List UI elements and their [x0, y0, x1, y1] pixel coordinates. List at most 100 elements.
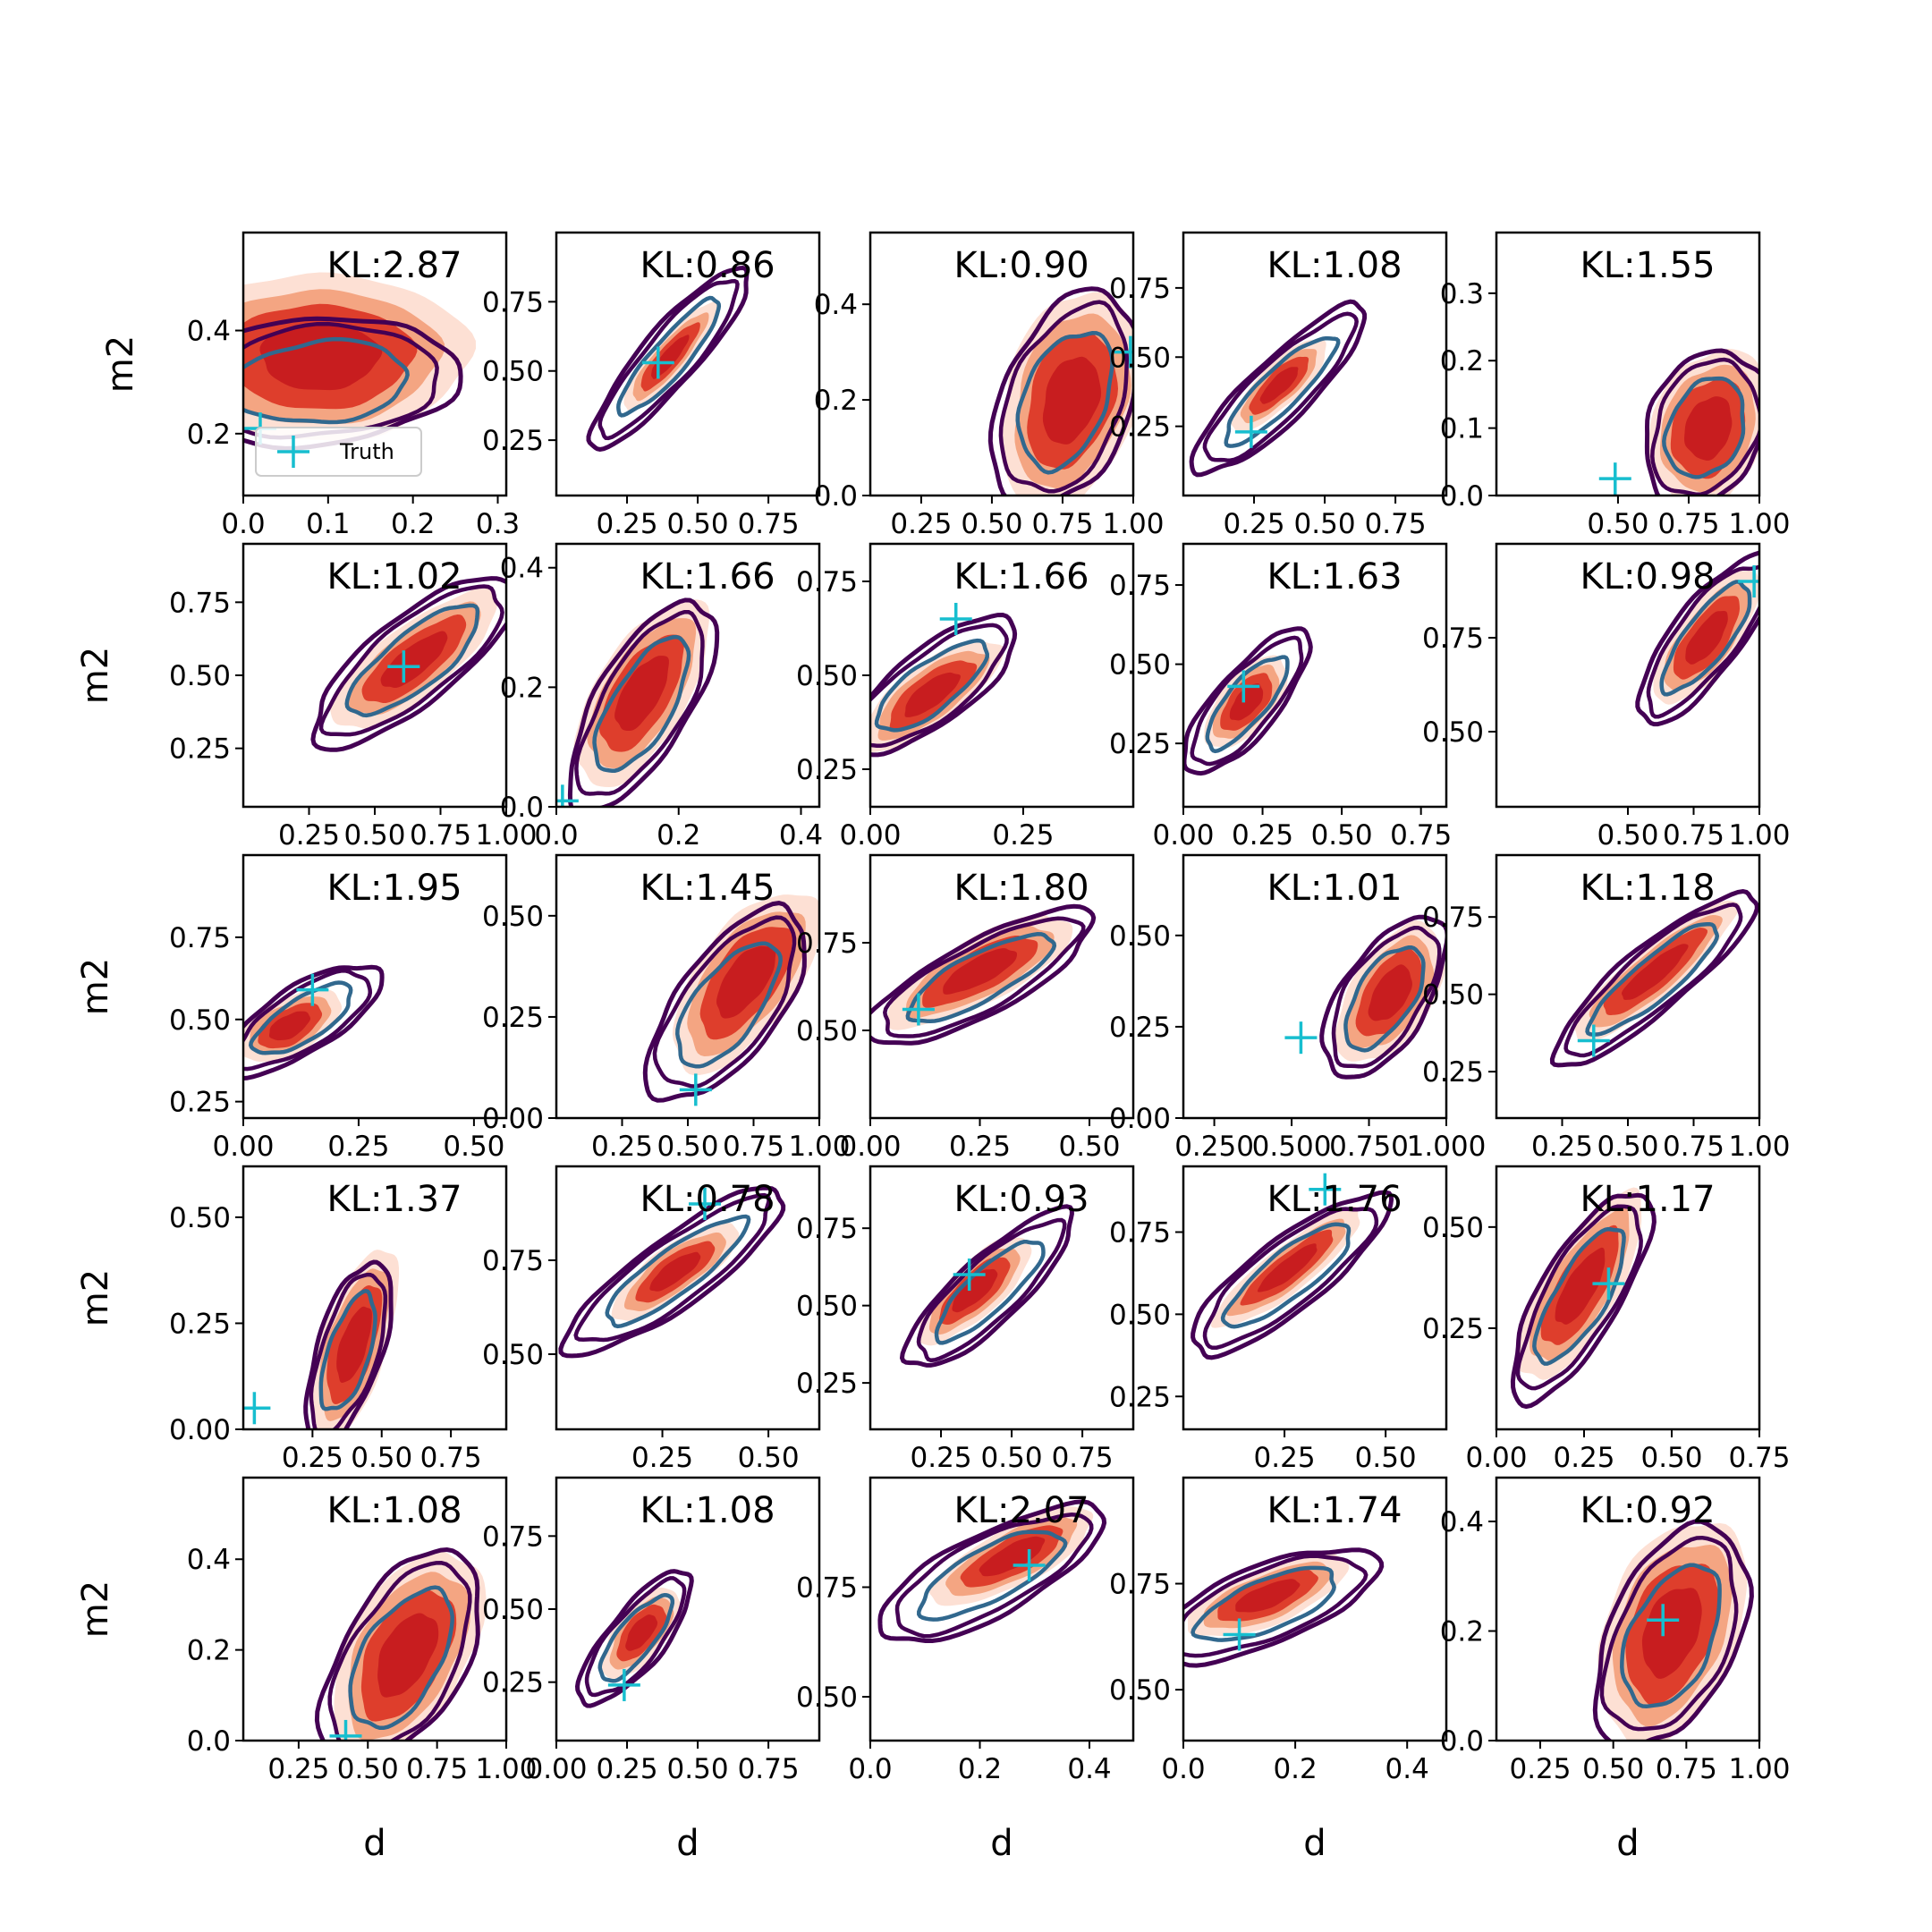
x-tick-label: 0.25 — [597, 1753, 658, 1785]
contour-line-inner — [1532, 1226, 1626, 1366]
y-tick-label: 0.00 — [1109, 1103, 1171, 1135]
kl-label: KL:1.76 — [1267, 1179, 1402, 1220]
y-tick-label: 0.25 — [796, 1368, 858, 1400]
x-tick-label: 0.00 — [839, 819, 901, 852]
contour-line-outer — [1189, 299, 1368, 478]
contour-line-mid — [327, 1561, 472, 1741]
contour-line-inner — [344, 603, 480, 718]
contour-line-outer — [243, 964, 385, 1081]
legend: Truth — [255, 427, 422, 477]
y-tick-label: 0.50 — [1422, 716, 1484, 749]
x-tick-label: 1.00 — [1728, 1131, 1790, 1163]
contour-line-inner — [1205, 655, 1290, 754]
contour-line-outer — [1191, 1190, 1394, 1360]
truth-marker — [1284, 1021, 1318, 1055]
x-tick-label: 0.25 — [890, 508, 952, 540]
contour-line-mid — [1515, 1204, 1643, 1391]
y-tick-label: 0.50 — [482, 901, 544, 933]
contour-line-inner — [1220, 1222, 1352, 1329]
x-tick-label: 0.25 — [911, 1442, 972, 1474]
panel-r3-c2: KL:1.450.25 0.50 0.75 1.000.000.250.50 — [482, 853, 851, 1163]
y-tick-label: 0.50 — [169, 1004, 231, 1037]
truth-marker — [1738, 565, 1759, 597]
y-tick-label: 0.75 — [1422, 902, 1484, 934]
truth-marker — [556, 784, 579, 807]
plot-area — [1510, 1187, 1657, 1410]
contour-line-mid — [870, 623, 1009, 749]
x-tick-label: 0.25 — [1254, 1442, 1316, 1474]
plot-area — [1598, 348, 1759, 496]
y-tick-label: 0.75 — [482, 1521, 544, 1553]
x-tick-label: 0.50 — [343, 819, 405, 852]
axes-frame — [1495, 1165, 1761, 1431]
contour-line-inner — [1343, 945, 1426, 1053]
panel-r1-c4: KL:1.08 0.25 0.50 0.75 0.25 0.50 0.75 — [1109, 231, 1448, 540]
axes-frame — [1182, 1476, 1448, 1742]
y-tick-label: 0.25 — [169, 733, 231, 766]
axes-frame — [242, 1165, 508, 1431]
y-tick-label: 0.75 — [482, 286, 544, 318]
y-tick-label: 0.4 — [1440, 1506, 1484, 1538]
y-tick-label: 0.75 — [482, 1245, 544, 1277]
y-tick-label: 0.25 — [1109, 1012, 1171, 1044]
kl-label: KL:1.63 — [1267, 556, 1402, 597]
y-tick-label: 0.75 — [796, 928, 858, 960]
y-tick-label: 0.75 — [1109, 1217, 1171, 1250]
x-tick-label: 0.25 — [597, 508, 658, 540]
contour-line-inner — [1620, 1563, 1722, 1709]
y-tick-label: 0.25 — [169, 1308, 231, 1340]
kl-label: KL:1.66 — [640, 556, 775, 597]
plot-area — [1635, 550, 1759, 727]
plot-area — [870, 903, 1097, 1046]
x-tick-label: 0.75 — [1365, 508, 1427, 540]
contour-line-mid — [584, 1576, 687, 1698]
x-tick-label: 0.1 — [306, 508, 350, 540]
x-tick-label: 0.75 — [410, 819, 471, 852]
truth-marker — [296, 973, 329, 1006]
truth-marker — [939, 603, 972, 635]
contour-line-outer — [310, 576, 506, 752]
x-axis-label: d — [1303, 1823, 1326, 1864]
y-axis-label: m2 — [75, 647, 116, 704]
x-tick-label: 0.250 — [1174, 1131, 1254, 1163]
y-tick-label: 0.4 — [814, 289, 858, 321]
contour-line-outer — [987, 286, 1133, 496]
y-tick-label: 0.25 — [1109, 1381, 1171, 1413]
x-tick-label: 0.50 — [667, 1753, 729, 1785]
x-tick-label: 0.50 — [1355, 1442, 1417, 1474]
contour-line-inner — [905, 932, 1057, 1024]
contour-line-mid — [1202, 1207, 1379, 1351]
truth-marker — [953, 1258, 986, 1292]
y-tick-label: 0.00 — [169, 1414, 231, 1446]
panel-r5-c2: KL:1.08 0.00 0.25 0.50 0.75 0.25 0.50 0.75 — [482, 1476, 821, 1785]
y-tick-label: 0.2 — [187, 1635, 231, 1667]
contour-line-mid — [243, 321, 439, 440]
density-fill-core — [1235, 1579, 1301, 1613]
y-tick-label: 0.0 — [500, 792, 544, 824]
contour-line-inner — [1585, 921, 1720, 1037]
contour-line-outer — [1549, 888, 1759, 1068]
contour-line-inner — [605, 1214, 751, 1329]
y-tick-label: 0.4 — [187, 316, 231, 348]
x-tick-label: 0.2 — [657, 819, 700, 852]
panel-r1-c5: KL:1.55 0.50 0.75 1.00 0.0 0.1 0.2 0.3 — [1440, 231, 1791, 540]
panel-r3-c1: KL:1.95 0.00 0.25 0.50 0.25 0.50 0.75 — [169, 853, 508, 1163]
axes-frame — [1182, 1165, 1448, 1431]
y-tick-label: 0.00 — [482, 1103, 544, 1135]
truth-marker — [1234, 415, 1267, 448]
kl-label: KL:2.87 — [327, 245, 462, 286]
y-tick-label: 0.75 — [796, 1213, 858, 1245]
x-tick-label: 0.25 — [282, 1442, 343, 1474]
y-tick-label: 0.75 — [796, 1572, 858, 1605]
x-tick-label: 0.00 — [1465, 1442, 1527, 1474]
x-tick-label: 0.50 — [1294, 508, 1356, 540]
contour-line-outer — [899, 1204, 1074, 1368]
y-tick-label: 0.25 — [482, 1667, 544, 1699]
legend-box — [255, 427, 422, 477]
kl-label: KL:1.74 — [1267, 1490, 1402, 1531]
truth-marker — [1598, 462, 1631, 496]
plot-area — [558, 1185, 786, 1359]
contour-line-inner — [318, 1288, 377, 1411]
x-tick-label: 0.00 — [839, 1131, 901, 1163]
